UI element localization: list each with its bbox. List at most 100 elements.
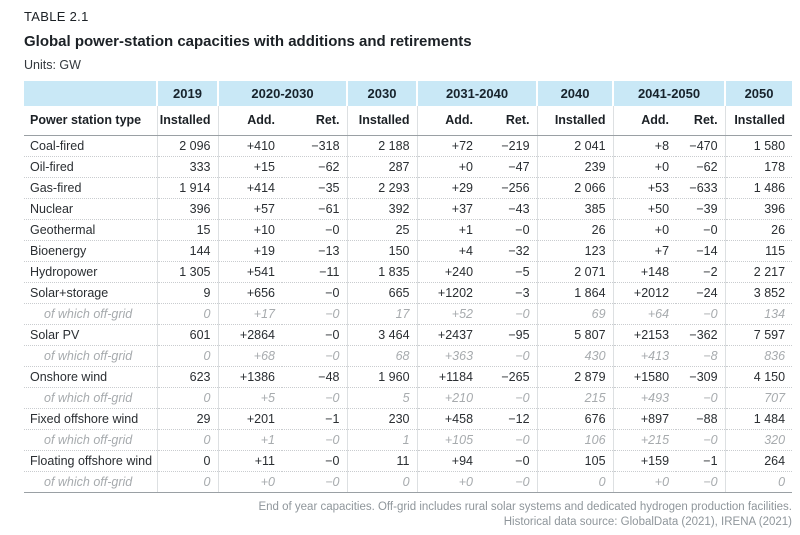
value-cell: 333: [156, 156, 218, 178]
table-row: Onshore wind 623 +1386 −48 1 960 +1184 −265 2 8…: [24, 366, 793, 388]
table-row-offgrid: of which off-grid 0 +17 −0 17 +52 −0 69 +64 −0 134: [24, 303, 793, 325]
value-cell: 5 807: [536, 324, 614, 346]
value-cell: 106: [536, 429, 614, 451]
value-cell: −0: [480, 303, 538, 325]
value-cell: −0: [480, 345, 538, 367]
row-label: Fixed offshore wind: [24, 408, 157, 430]
value-cell: +4: [416, 240, 481, 262]
column-header-type: Power station type: [24, 106, 157, 136]
value-cell: +11: [217, 450, 282, 472]
value-cell: −0: [676, 429, 726, 451]
value-cell: 4 150: [724, 366, 793, 388]
value-cell: +410: [217, 135, 282, 157]
value-cell: −0: [676, 387, 726, 409]
value-cell: 1 835: [346, 261, 418, 283]
value-cell: 5: [346, 387, 418, 409]
value-cell: +57: [217, 198, 282, 220]
row-label: of which off-grid: [24, 303, 157, 325]
value-cell: +0: [612, 219, 677, 241]
value-cell: −0: [676, 471, 726, 493]
value-cell: −39: [676, 198, 726, 220]
value-cell: 287: [346, 156, 418, 178]
table-row-offgrid: of which off-grid 0 +1 −0 1 +105 −0 106 +215 −0 32…: [24, 429, 793, 451]
table-row: Geothermal 15 +10 −0 25 +1 −0 26 +0 −0 26: [24, 219, 793, 241]
table-row: Nuclear 396 +57 −61 392 +37 −43 385 +50 −39 396: [24, 198, 793, 220]
value-cell: +2153: [612, 324, 677, 346]
value-cell: 396: [156, 198, 218, 220]
row-label: Oil-fired: [24, 156, 157, 178]
value-cell: 239: [536, 156, 614, 178]
value-cell: 25: [346, 219, 418, 241]
row-label: Nuclear: [24, 198, 157, 220]
value-cell: 0: [156, 450, 218, 472]
period-header-cell: 2050: [724, 81, 793, 106]
value-cell: 230: [346, 408, 418, 430]
value-cell: 26: [724, 219, 793, 241]
period-header-cell: 2031-2040: [416, 81, 538, 106]
value-cell: 2 096: [156, 135, 218, 157]
value-cell: +414: [217, 177, 282, 199]
row-label: of which off-grid: [24, 387, 157, 409]
table-row: Fixed offshore wind 29 +201 −1 230 +458 −12 676…: [24, 408, 793, 430]
value-cell: 1 580: [724, 135, 793, 157]
value-cell: +17: [217, 303, 282, 325]
period-header-cell: 2030: [346, 81, 418, 106]
value-cell: 601: [156, 324, 218, 346]
value-cell: −47: [480, 156, 538, 178]
value-cell: 320: [724, 429, 793, 451]
value-cell: 264: [724, 450, 793, 472]
value-cell: +0: [217, 471, 282, 493]
value-cell: +458: [416, 408, 481, 430]
value-cell: 623: [156, 366, 218, 388]
value-cell: −95: [480, 324, 538, 346]
value-cell: +52: [416, 303, 481, 325]
value-cell: −0: [480, 471, 538, 493]
value-cell: 676: [536, 408, 614, 430]
value-cell: 15: [156, 219, 218, 241]
capacity-table: 2019 2020-2030 2030 2031-2040 2040 2041-2050 2…: [24, 81, 793, 493]
value-cell: +19: [217, 240, 282, 262]
value-cell: +68: [217, 345, 282, 367]
value-cell: +10: [217, 219, 282, 241]
value-cell: 0: [156, 303, 218, 325]
value-cell: 115: [724, 240, 793, 262]
value-cell: −62: [676, 156, 726, 178]
value-cell: −1: [676, 450, 726, 472]
period-header-corner: [24, 81, 157, 106]
value-cell: −0: [480, 429, 538, 451]
table-footnotes: End of year capacities. Off-grid include…: [24, 500, 792, 531]
row-label: Hydropower: [24, 261, 157, 283]
value-cell: +159: [612, 450, 677, 472]
footnote-source: Historical data source: GlobalData (2021…: [503, 516, 792, 529]
value-cell: +1184: [416, 366, 481, 388]
value-cell: +7: [612, 240, 677, 262]
value-cell: +215: [612, 429, 677, 451]
period-header-cell: 2040: [536, 81, 614, 106]
value-cell: −0: [676, 219, 726, 241]
value-cell: +148: [612, 261, 677, 283]
value-cell: +240: [416, 261, 481, 283]
value-cell: 836: [724, 345, 793, 367]
value-cell: +37: [416, 198, 481, 220]
value-cell: −362: [676, 324, 726, 346]
row-label: Coal-fired: [24, 135, 157, 157]
column-header-cell: Add.: [416, 106, 481, 136]
value-cell: 17: [346, 303, 418, 325]
row-label: of which off-grid: [24, 429, 157, 451]
value-cell: −24: [676, 282, 726, 304]
value-cell: −0: [282, 303, 348, 325]
value-cell: 2 217: [724, 261, 793, 283]
value-cell: +29: [416, 177, 481, 199]
value-cell: +15: [217, 156, 282, 178]
value-cell: −62: [282, 156, 348, 178]
period-header-cell: 2020-2030: [216, 81, 348, 106]
table-row: Floating offshore wind 0 +11 −0 11 +94 −0 105 +1…: [24, 450, 793, 472]
value-cell: −0: [282, 219, 348, 241]
value-cell: 29: [156, 408, 218, 430]
value-cell: 69: [536, 303, 614, 325]
value-cell: 1 864: [536, 282, 614, 304]
value-cell: −14: [676, 240, 726, 262]
value-cell: +105: [416, 429, 481, 451]
value-cell: +2012: [612, 282, 677, 304]
value-cell: 1: [346, 429, 418, 451]
